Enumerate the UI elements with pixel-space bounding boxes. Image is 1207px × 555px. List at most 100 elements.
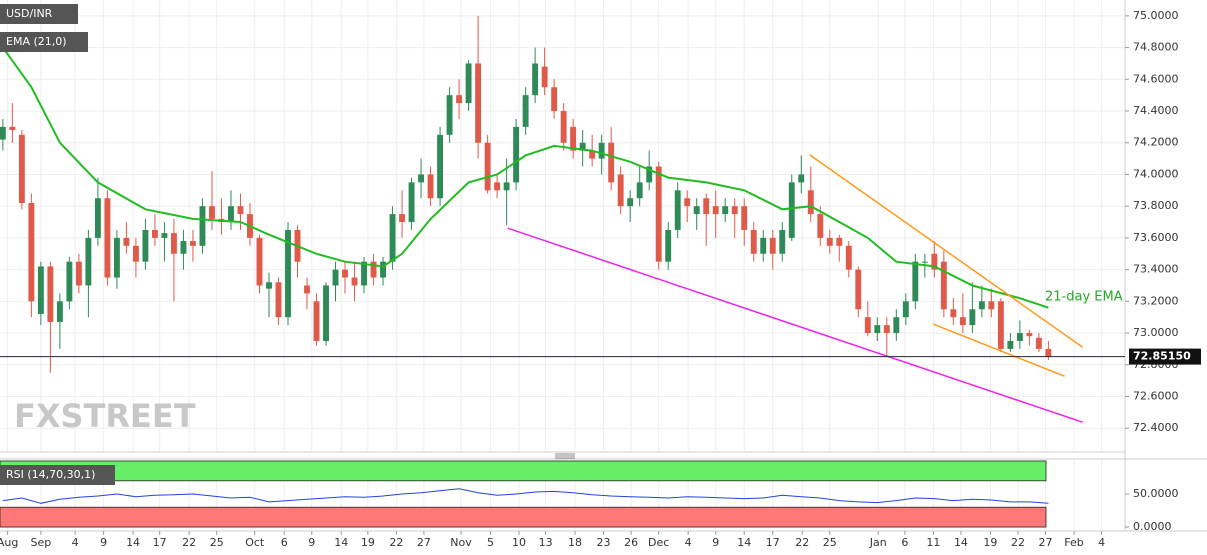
candle-body: [969, 309, 976, 326]
candle-body: [959, 317, 966, 326]
rsi-y-tick-label: 50.0000: [1133, 487, 1179, 500]
x-tick-label: 22: [1011, 536, 1025, 549]
x-tick-label: 17: [766, 536, 780, 549]
candle-body: [1026, 333, 1033, 337]
y-tick-label: 73.6000: [1133, 231, 1179, 244]
x-tick-label: 19: [983, 536, 997, 549]
candle-body: [513, 126, 520, 183]
candle-body: [893, 317, 900, 334]
rsi-band: [0, 506, 1047, 528]
x-tick-label: Nov: [450, 536, 472, 549]
x-tick-label: 11: [926, 536, 940, 549]
y-tick-label: 73.8000: [1133, 199, 1179, 212]
candle-body: [437, 134, 444, 199]
candle-body: [313, 301, 320, 341]
x-tick-label: Jan: [869, 536, 887, 549]
x-tick-label: Feb: [1064, 536, 1083, 549]
candle-body: [266, 282, 272, 289]
candle-body: [85, 237, 92, 286]
candle-body: [323, 285, 329, 341]
candle-body: [285, 229, 291, 318]
candle-body: [209, 206, 215, 219]
candle-body: [627, 198, 634, 207]
candle-body: [551, 87, 558, 112]
rsi-label: RSI (14,70,30,1): [6, 468, 95, 481]
candle-body: [741, 206, 748, 230]
y-tick-label: 74.4000: [1133, 104, 1179, 117]
candle-body: [199, 206, 206, 246]
candle-body: [494, 182, 501, 191]
x-tick-label: 27: [1039, 536, 1053, 549]
y-tick-label: 73.0000: [1133, 326, 1179, 339]
y-tick-label: 73.4000: [1133, 263, 1179, 276]
candle-body: [47, 266, 54, 322]
x-tick-label: 14: [334, 536, 348, 549]
candle-body: [646, 166, 653, 183]
candle-body: [113, 237, 120, 278]
candle-body: [151, 229, 158, 238]
x-tick-label: 18: [568, 536, 582, 549]
candle-body: [380, 261, 386, 278]
candle-body: [503, 182, 510, 191]
candle-body: [836, 237, 843, 246]
candle-body: [988, 301, 995, 310]
candle-body: [703, 198, 710, 215]
candle-body: [674, 190, 681, 230]
candle-body: [351, 277, 358, 286]
x-tick-label: Sep: [31, 536, 52, 549]
candle-body: [1007, 340, 1014, 349]
x-tick-label: 5: [487, 536, 494, 549]
candle-body: [389, 214, 396, 262]
panel-grip[interactable]: [555, 453, 575, 459]
candle-body: [123, 237, 130, 246]
x-tick-label: 6: [281, 536, 288, 549]
candle-body: [304, 285, 310, 294]
candle-body: [722, 206, 729, 215]
y-tick-label: 74.6000: [1133, 72, 1179, 85]
watermark: FXSTREET: [14, 397, 196, 435]
candle-body: [418, 174, 425, 183]
candle-body: [855, 269, 862, 310]
x-tick-label: 25: [823, 536, 837, 549]
x-tick-label: 27: [417, 536, 431, 549]
candle-body: [256, 237, 263, 286]
trend-line: [809, 154, 1084, 348]
candle-body: [484, 142, 491, 191]
candle-body: [18, 134, 25, 204]
x-tick-label: 22: [795, 536, 809, 549]
x-tick-label: 13: [539, 536, 553, 549]
candle-body: [522, 95, 529, 127]
candle-body: [456, 95, 463, 104]
y-tick-label: 75.0000: [1133, 9, 1179, 22]
candle-body: [66, 261, 73, 302]
symbol-box: [0, 4, 78, 24]
candle-body: [912, 261, 919, 302]
candle-body: [788, 182, 795, 238]
candle-body: [750, 229, 757, 254]
candle-body: [427, 174, 434, 199]
x-tick-label: Dec: [648, 536, 669, 549]
candle-body: [931, 253, 938, 270]
candle-body: [883, 325, 890, 334]
candle-body: [190, 241, 196, 246]
candle-body: [342, 269, 348, 278]
candle-body: [798, 174, 805, 183]
rsi-y-tick-label: 0.0000: [1133, 520, 1172, 533]
ema-annotation: 21-day EMA: [1045, 290, 1123, 305]
x-tick-label: 9: [308, 536, 315, 549]
last-price-label: 72.85150: [1133, 350, 1191, 363]
candle-body: [560, 111, 567, 143]
x-tick-label: 26: [624, 536, 638, 549]
candle-body: [760, 237, 767, 254]
candle-body: [665, 229, 672, 262]
candle-body: [655, 166, 662, 262]
candle-body: [1045, 348, 1052, 357]
candle-body: [712, 206, 719, 215]
candle-body: [902, 301, 909, 318]
candle-body: [617, 174, 624, 207]
candle-body: [332, 269, 339, 286]
candle-body: [693, 206, 700, 215]
candle-body: [779, 229, 786, 254]
x-tick-label: 4: [685, 536, 692, 549]
